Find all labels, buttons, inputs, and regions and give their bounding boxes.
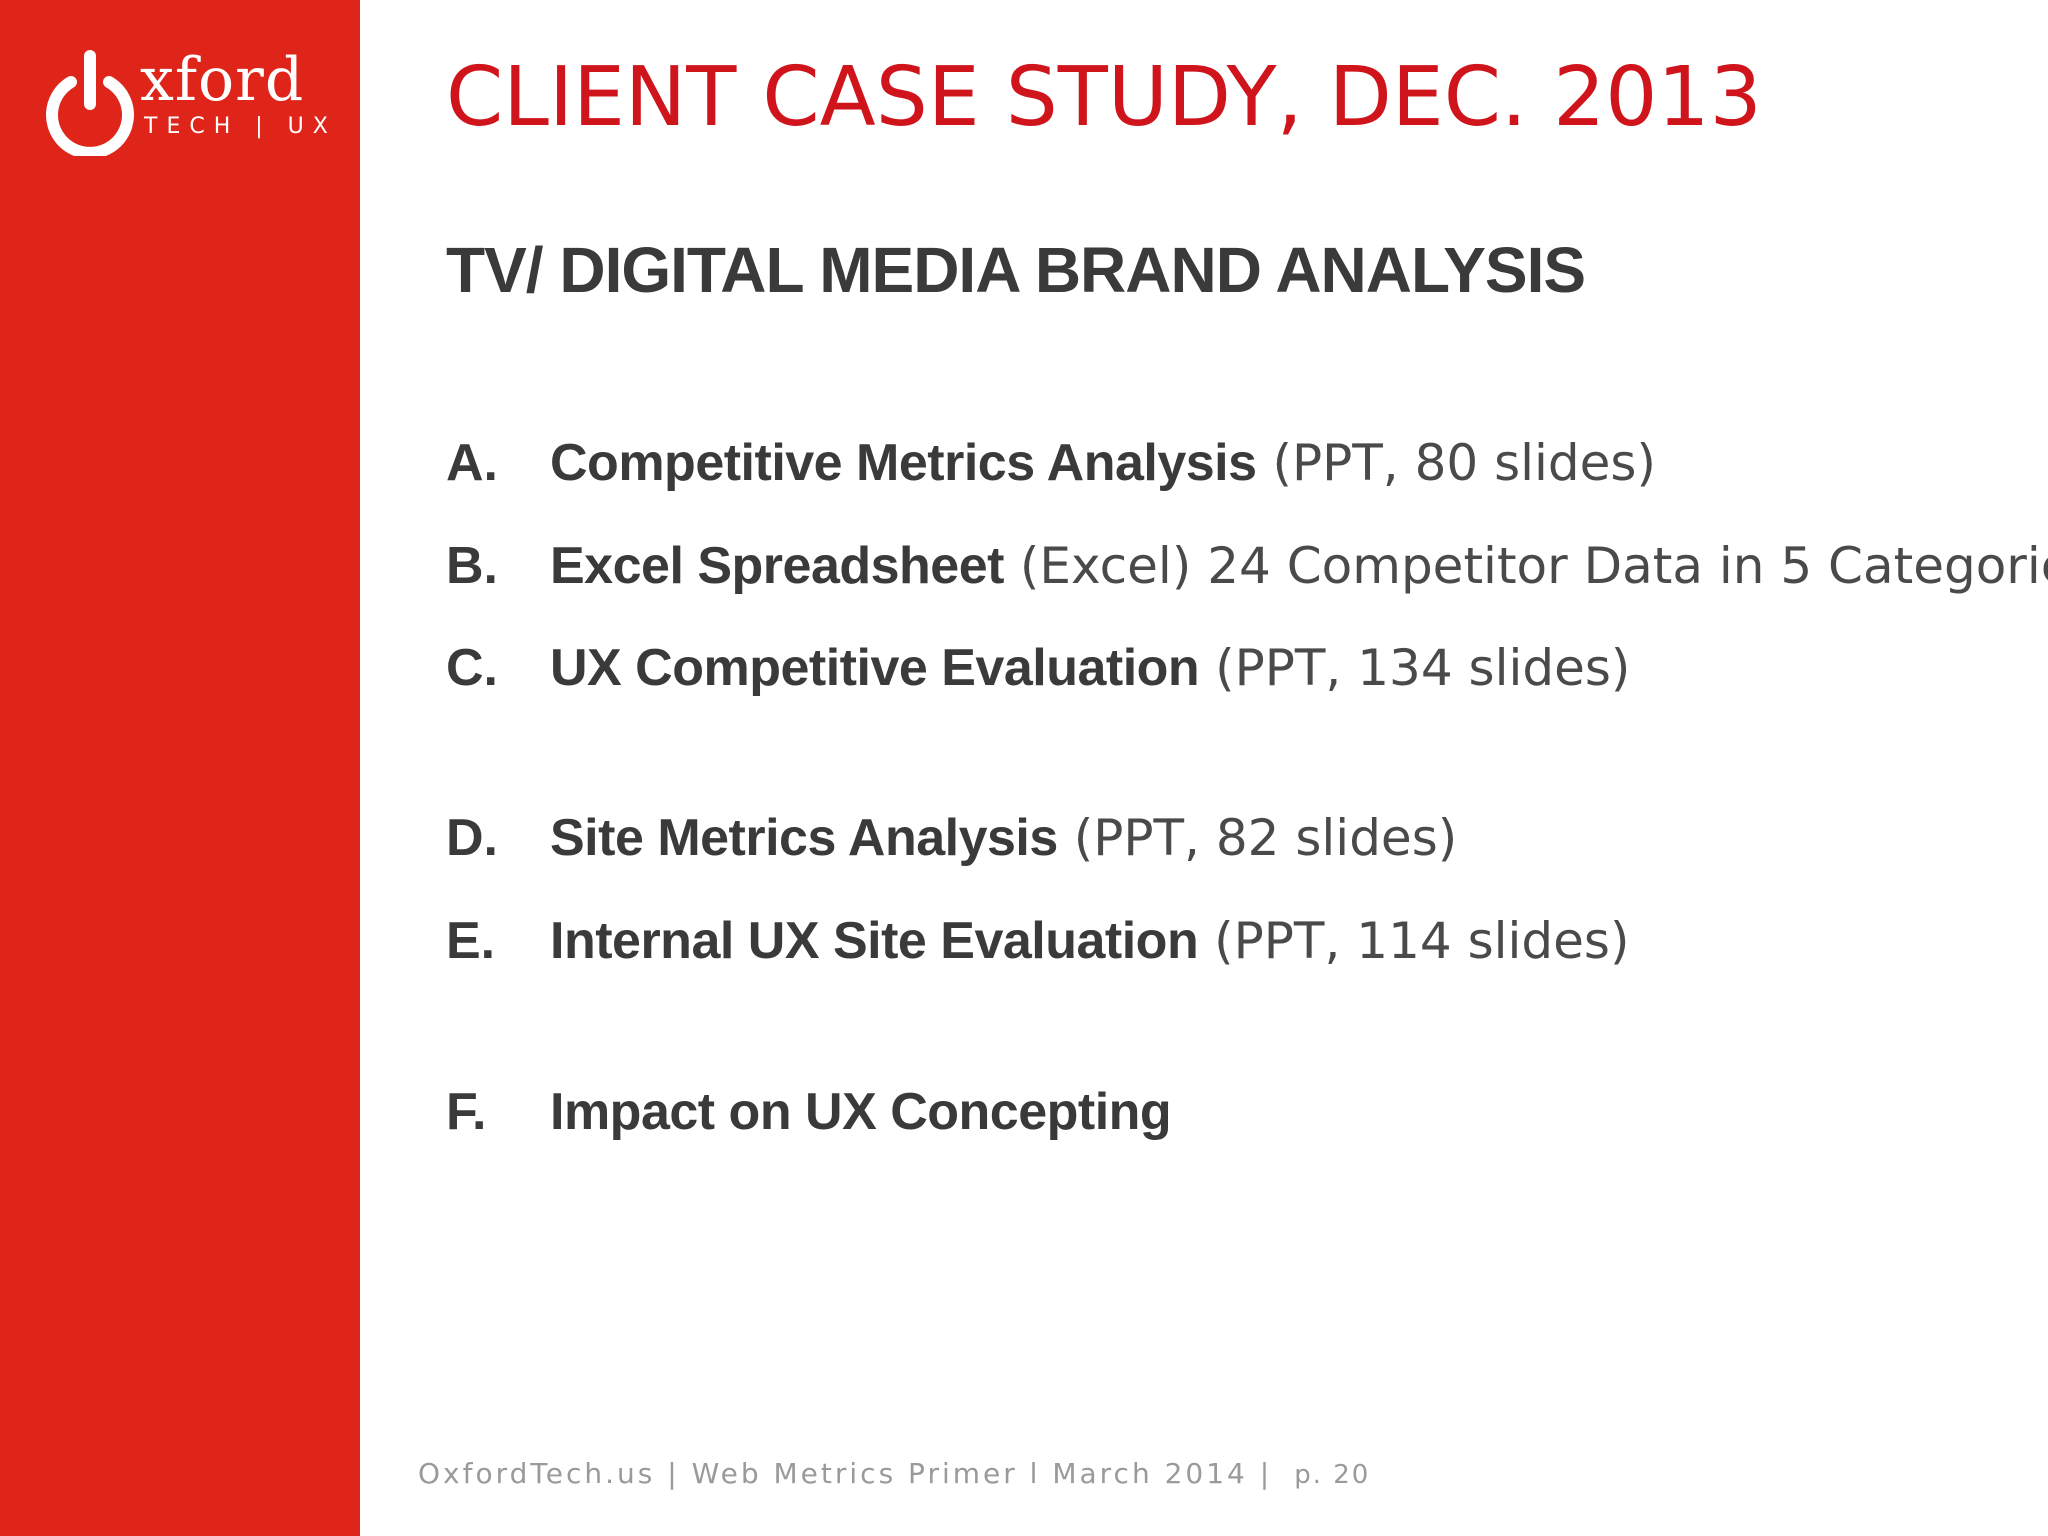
sidebar: xford TECH | UX: [0, 0, 360, 1536]
list-item-detail: (PPT, 134 slides): [1199, 639, 1631, 697]
list-item: F. Impact on UX Concepting: [446, 1077, 2026, 1147]
list-item-letter: A.: [446, 434, 498, 492]
list-item: B. Excel Spreadsheet (Excel) 24 Competit…: [446, 531, 2048, 601]
list-item-text: Internal UX Site Evaluation (PPT, 114 sl…: [550, 906, 1629, 976]
list-item-name: Impact on UX Concepting: [550, 1083, 1172, 1141]
list-item: A. Competitive Metrics Analysis (PPT, 80…: [446, 428, 2026, 498]
list-item-name: Internal UX Site Evaluation: [550, 912, 1199, 970]
list-item-letter: D.: [446, 809, 498, 867]
logo-tagline: TECH | UX: [144, 114, 337, 139]
list-item-name: Site Metrics Analysis: [550, 809, 1058, 867]
list-item-text: Impact on UX Concepting: [550, 1077, 1172, 1147]
list-item-text: Site Metrics Analysis (PPT, 82 slides): [550, 803, 1457, 873]
page-title: CLIENT CASE STUDY, DEC. 2013: [446, 50, 1762, 145]
list-item: D. Site Metrics Analysis (PPT, 82 slides…: [446, 803, 2026, 873]
page-number: p. 20: [1294, 1460, 1371, 1490]
list-item-text: UX Competitive Evaluation (PPT, 134 slid…: [550, 633, 1630, 703]
list-item-letter: F.: [446, 1083, 487, 1141]
list-item: C. UX Competitive Evaluation (PPT, 134 s…: [446, 633, 2026, 703]
logo-wordmark: xford: [140, 45, 305, 115]
list-item-text: Excel Spreadsheet (Excel) 24 Competitor …: [550, 531, 2048, 601]
list-item-text: Competitive Metrics Analysis (PPT, 80 sl…: [550, 428, 1656, 498]
list-item-name: Competitive Metrics Analysis: [550, 434, 1257, 492]
power-button-icon: [46, 50, 134, 156]
list-item-letter: C.: [446, 639, 498, 697]
list-item-letter: E.: [446, 912, 496, 970]
footer-text: OxfordTech.us | Web Metrics Primer l Mar…: [418, 1457, 1273, 1490]
list-item-name: UX Competitive Evaluation: [550, 639, 1200, 697]
logo: xford TECH | UX: [44, 44, 337, 156]
list-item: E. Internal UX Site Evaluation (PPT, 114…: [446, 906, 2026, 976]
list-item-letter: B.: [446, 537, 498, 595]
page-subtitle: TV/ DIGITAL MEDIA BRAND ANALYSIS: [446, 234, 1586, 306]
list-item-name: Excel Spreadsheet: [550, 537, 1004, 595]
list-item-detail: (PPT, 82 slides): [1057, 809, 1458, 867]
list-item-detail: (Excel) 24 Competitor Data in 5 Categori…: [1003, 537, 2048, 595]
footer: OxfordTech.us | Web Metrics Primer l Mar…: [418, 1454, 1370, 1495]
list-item-detail: (PPT, 114 slides): [1198, 912, 1630, 970]
list-item-detail: (PPT, 80 slides): [1256, 434, 1656, 492]
